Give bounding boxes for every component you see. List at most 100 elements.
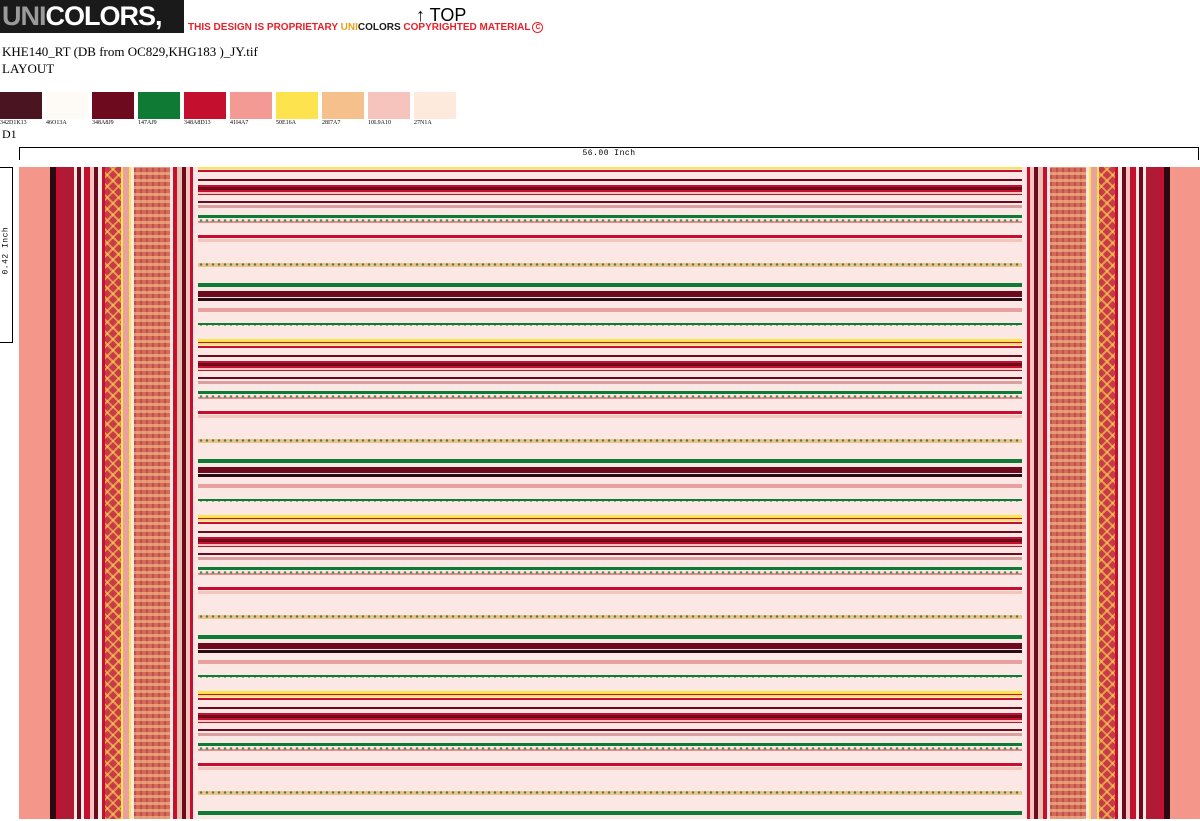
border-band bbox=[1089, 167, 1091, 819]
notice-colors: COLORS bbox=[357, 22, 401, 34]
stripe bbox=[198, 567, 1022, 570]
stripe bbox=[198, 643, 1022, 649]
color-swatch bbox=[368, 92, 410, 119]
stripe bbox=[198, 544, 1022, 546]
stripe bbox=[198, 201, 1022, 203]
stripe bbox=[198, 363, 1022, 366]
swatch-code: 50E16A bbox=[276, 120, 296, 126]
border-band bbox=[77, 167, 81, 819]
stripe bbox=[198, 539, 1022, 542]
border-band bbox=[56, 167, 60, 819]
border-band bbox=[1136, 167, 1139, 819]
stripe bbox=[198, 553, 1022, 555]
stripe bbox=[198, 591, 1022, 594]
stripe bbox=[198, 185, 1022, 195]
dot-motif-row bbox=[198, 674, 1022, 679]
stripe bbox=[198, 720, 1022, 722]
border-band bbox=[1139, 167, 1143, 819]
left-border-panel bbox=[50, 167, 198, 819]
diamond-motif-band bbox=[1099, 167, 1115, 819]
border-band bbox=[1091, 167, 1097, 819]
dot-motif-row bbox=[198, 498, 1022, 503]
color-swatch bbox=[184, 92, 226, 119]
notice-suffix: COPYRIGHTED MATERIAL bbox=[400, 22, 531, 34]
stripe bbox=[198, 339, 1022, 342]
stripe bbox=[198, 361, 1022, 371]
stripe bbox=[198, 729, 1022, 731]
swatch-code: 41I4A7 bbox=[230, 120, 249, 126]
swatch-code: 348A8J9 bbox=[92, 120, 114, 126]
logo-rest-text: COLORS, INC. bbox=[2, 1, 163, 64]
border-band bbox=[1146, 167, 1160, 819]
stripe bbox=[198, 707, 1022, 709]
stripe bbox=[198, 192, 1022, 194]
color-swatch bbox=[414, 92, 456, 119]
stripe bbox=[198, 391, 1022, 394]
stripe bbox=[198, 635, 1022, 639]
dot-motif-row bbox=[198, 790, 1022, 795]
color-swatch bbox=[322, 92, 364, 119]
swatch-code: 46O13A bbox=[46, 120, 67, 126]
stripe bbox=[198, 187, 1022, 190]
stripe bbox=[198, 415, 1022, 418]
paisley-motif-band bbox=[134, 167, 170, 819]
border-band bbox=[102, 167, 105, 819]
stripe bbox=[198, 537, 1022, 547]
stripe bbox=[198, 167, 1022, 169]
border-band bbox=[1086, 167, 1089, 819]
stripe bbox=[198, 342, 1022, 343]
border-band bbox=[1047, 167, 1050, 819]
width-label: 56.00 Inch bbox=[582, 149, 636, 158]
border-band bbox=[1034, 167, 1038, 819]
swatch-code: 28I7A7 bbox=[322, 120, 341, 126]
color-swatch bbox=[0, 92, 42, 119]
color-swatch bbox=[138, 92, 180, 119]
border-band bbox=[190, 167, 193, 819]
stripe bbox=[198, 377, 1022, 379]
stripe bbox=[198, 239, 1022, 242]
stripe bbox=[198, 411, 1022, 414]
stripe bbox=[198, 522, 1022, 524]
border-band bbox=[1038, 167, 1043, 819]
layout-label: LAYOUT bbox=[2, 61, 55, 76]
unicolors-logo: UNICOLORS, INC. bbox=[0, 0, 184, 64]
stripe bbox=[198, 291, 1022, 297]
stripe bbox=[198, 715, 1022, 718]
color-swatch bbox=[230, 92, 272, 119]
border-band bbox=[131, 167, 134, 819]
dot-motif-row bbox=[198, 438, 1022, 443]
height-label: 0.42 Inch bbox=[1, 226, 11, 275]
border-band bbox=[1122, 167, 1126, 819]
stripe bbox=[198, 698, 1022, 700]
swatch-code: 348A8D13 bbox=[184, 120, 211, 126]
file-name: KHE140_RT (DB from OC829,KHG183 )_JY.tif bbox=[2, 44, 258, 59]
stripe bbox=[198, 695, 1022, 697]
swatch-code: 147AJ9 bbox=[138, 120, 157, 126]
stripe-field bbox=[198, 167, 1022, 819]
stripe bbox=[198, 519, 1022, 521]
border-band bbox=[129, 167, 131, 819]
border-band bbox=[74, 167, 77, 819]
stripe bbox=[198, 308, 1022, 312]
stripe bbox=[198, 531, 1022, 533]
dot-motif-row bbox=[198, 746, 1022, 751]
border-band bbox=[50, 167, 56, 819]
border-band bbox=[170, 167, 173, 819]
right-border-panel bbox=[1022, 167, 1170, 819]
border-band bbox=[1097, 167, 1099, 819]
stripe bbox=[198, 215, 1022, 218]
border-band bbox=[1027, 167, 1030, 819]
fabric-layout bbox=[19, 167, 1200, 819]
stripe bbox=[198, 515, 1022, 518]
stripe bbox=[198, 346, 1022, 348]
border-band bbox=[1126, 167, 1130, 819]
logo-uni-text: UNI bbox=[2, 1, 46, 31]
stripe bbox=[198, 587, 1022, 590]
stripe bbox=[198, 298, 1022, 301]
notice-prefix: THIS DESIGN IS PROPRIETARY bbox=[188, 22, 341, 34]
swatch-code: 27N1A bbox=[414, 120, 432, 126]
paisley-motif-band bbox=[1050, 167, 1086, 819]
dot-motif-row bbox=[198, 322, 1022, 327]
stripe bbox=[198, 518, 1022, 519]
swatch-code: 342D1K13 bbox=[0, 120, 27, 126]
